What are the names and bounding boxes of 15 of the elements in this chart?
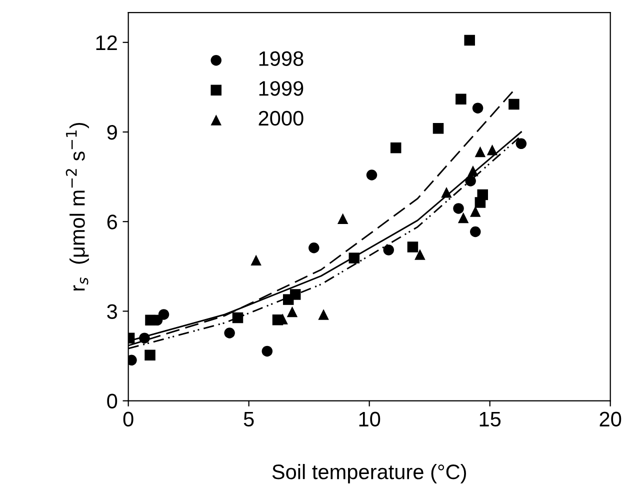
y-tick-label: 3	[107, 304, 117, 319]
x-tick-label: 15	[480, 412, 501, 427]
legend-label: 2000	[258, 110, 304, 126]
y-tick-label: 6	[107, 214, 117, 230]
y-tick-label: 0	[107, 394, 118, 409]
x-axis-title: Soil temperature (°C)	[272, 464, 466, 484]
legend-label: 1998	[259, 51, 304, 66]
x-tick-label: 10	[359, 412, 380, 427]
legend-label: 1999	[259, 81, 304, 96]
x-tick-label: 0	[123, 412, 134, 427]
y-axis-title: r$_{s}$ (μmol m$^{−2}$ s$^{−1}$)	[66, 122, 89, 290]
y-tick-label: 12	[96, 35, 117, 50]
x-tick-label: 5	[244, 412, 254, 427]
y-tick-label: 9	[107, 124, 117, 140]
x-tick-label: 20	[600, 412, 622, 427]
